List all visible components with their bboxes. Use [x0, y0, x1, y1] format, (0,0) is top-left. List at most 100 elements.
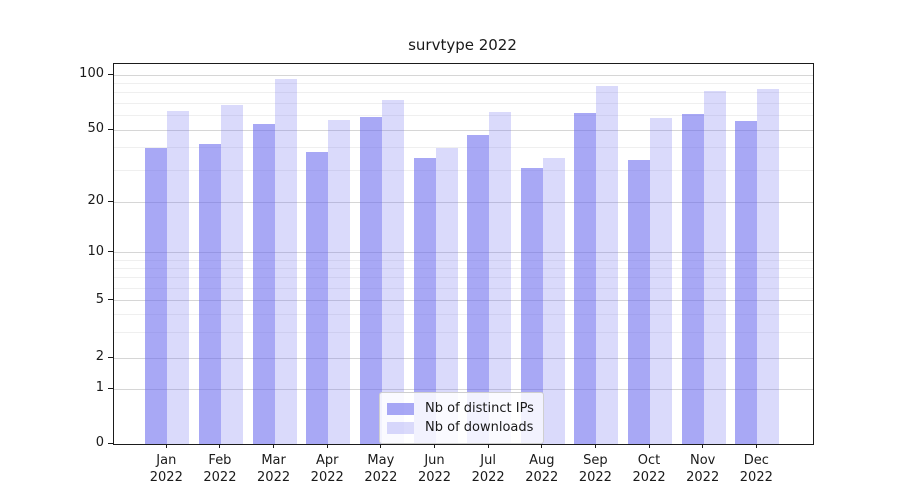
y-tick-label-2: 2 — [95, 349, 104, 365]
bar-distinct-ips-oct — [628, 160, 651, 444]
y-tick-2 — [108, 356, 113, 358]
x-tick-label-year: 2022 — [149, 470, 183, 485]
bar-downloads-nov — [703, 91, 726, 444]
gridline-minor-70 — [114, 103, 813, 105]
x-tick-label-year: 2022 — [578, 470, 612, 485]
bar-downloads-jul — [489, 111, 512, 444]
gridline-minor-40 — [114, 147, 813, 149]
x-tick-label-oct: Oct 2022 — [617, 452, 681, 486]
gridline-major-20 — [114, 201, 813, 203]
plot-area: Nb of distinct IPs Nb of downloads — [113, 63, 814, 445]
x-tick-mar — [273, 444, 275, 448]
x-tick-label-nov: Nov 2022 — [671, 452, 735, 486]
x-tick-label-sep: Sep 2022 — [563, 452, 627, 486]
bar-distinct-ips-jan — [145, 147, 168, 444]
x-tick-label-year: 2022 — [525, 470, 559, 485]
bar-distinct-ips-sep — [574, 113, 597, 444]
legend-swatch-distinct-ips — [387, 402, 414, 415]
bar-distinct-ips-feb — [198, 143, 221, 444]
x-tick-label-dec: Dec 2022 — [724, 452, 788, 486]
y-tick-label-10: 10 — [87, 243, 104, 259]
legend: Nb of distinct IPs Nb of downloads — [379, 392, 544, 444]
bar-downloads-feb — [220, 104, 243, 444]
gridline-minor-30 — [114, 169, 813, 171]
x-tick-jun — [434, 444, 435, 448]
gridline-major-10 — [114, 252, 813, 254]
x-tick-label-year: 2022 — [632, 470, 666, 485]
gridline-minor-8 — [114, 267, 813, 269]
gridline-minor-6 — [114, 287, 813, 289]
x-tick-may — [380, 444, 382, 448]
y-tick-50 — [108, 128, 113, 130]
x-tick-label-year: 2022 — [364, 470, 398, 485]
gridline-minor-90 — [114, 83, 813, 85]
x-tick-label-month: Dec — [743, 453, 769, 468]
bar-distinct-ips-may — [359, 117, 382, 444]
x-tick-label-month: Apr — [315, 453, 339, 468]
y-tick-0 — [108, 442, 113, 444]
x-tick-sep — [594, 444, 596, 448]
bar-downloads-oct — [650, 118, 673, 444]
x-tick-aug — [541, 444, 543, 448]
x-tick-label-feb: Feb 2022 — [188, 452, 252, 486]
x-tick-label-year: 2022 — [310, 470, 344, 485]
bar-distinct-ips-jul — [467, 135, 490, 444]
bar-downloads-may — [381, 100, 404, 444]
x-tick-label-month: Jul — [480, 453, 496, 468]
x-tick-label-month: Oct — [637, 453, 661, 468]
gridline-major-5 — [114, 300, 813, 302]
gridline-minor-60 — [114, 115, 813, 117]
y-tick-100 — [108, 73, 113, 75]
x-tick-label-month: Jun — [424, 453, 445, 468]
bar-downloads-aug — [542, 158, 565, 444]
bar-downloads-apr — [328, 119, 351, 444]
x-tick-label-month: Sep — [583, 453, 608, 468]
bar-downloads-jun — [435, 147, 458, 444]
gridline-minor-9 — [114, 259, 813, 261]
x-tick-label-aug: Aug 2022 — [510, 452, 574, 486]
x-tick-label-year: 2022 — [739, 470, 773, 485]
y-tick-label-0: 0 — [95, 435, 104, 450]
bar-distinct-ips-nov — [681, 114, 704, 444]
x-tick-jul — [487, 444, 489, 448]
x-tick-label-apr: Apr 2022 — [295, 452, 359, 486]
x-tick-oct — [648, 444, 650, 448]
y-tick-label-5: 5 — [95, 291, 104, 307]
bar-distinct-ips-apr — [306, 151, 329, 444]
x-tick-jan — [165, 444, 167, 448]
y-tick-label-20: 20 — [87, 193, 104, 209]
x-tick-nov — [702, 444, 704, 448]
bar-downloads-sep — [596, 86, 619, 444]
gridline-major-1 — [114, 388, 813, 390]
y-tick-1 — [108, 387, 113, 389]
x-tick-dec — [755, 444, 757, 448]
chart-title: survtype 2022 — [408, 36, 517, 54]
x-tick-label-year: 2022 — [686, 470, 720, 485]
gridline-major-100 — [114, 74, 813, 76]
x-tick-label-month: Feb — [208, 453, 232, 468]
y-tick-label-100: 100 — [79, 66, 104, 82]
legend-row-downloads: Nb of downloads — [387, 418, 535, 437]
x-tick-label-month: Aug — [529, 453, 555, 468]
gridline-minor-7 — [114, 277, 813, 279]
y-tick-label-50: 50 — [87, 121, 104, 137]
bar-distinct-ips-jun — [413, 158, 436, 444]
legend-label-distinct-ips: Nb of distinct IPs — [425, 401, 534, 416]
x-tick-label-jun: Jun 2022 — [403, 452, 467, 486]
bar-distinct-ips-dec — [735, 121, 758, 444]
bar-downloads-dec — [757, 89, 780, 444]
x-tick-label-month: May — [367, 453, 395, 468]
x-tick-apr — [326, 444, 328, 448]
bar-downloads-jan — [167, 110, 190, 444]
bar-downloads-mar — [274, 79, 297, 444]
x-tick-label-year: 2022 — [257, 470, 291, 485]
y-tick-5 — [108, 299, 113, 301]
gridline-minor-4 — [114, 314, 813, 316]
x-tick-label-month: Jan — [156, 453, 177, 468]
legend-label-downloads: Nb of downloads — [425, 420, 534, 435]
legend-row-distinct-ips: Nb of distinct IPs — [387, 399, 535, 418]
x-tick-label-year: 2022 — [417, 470, 452, 485]
y-tick-10 — [108, 251, 113, 253]
bar-distinct-ips-mar — [252, 124, 275, 444]
